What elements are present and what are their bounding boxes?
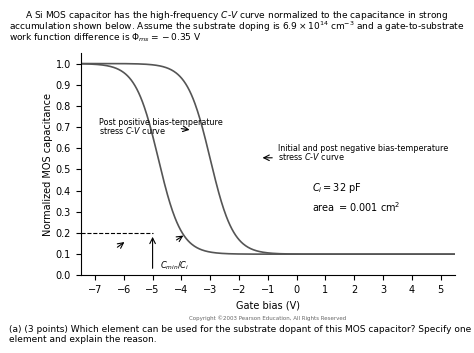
Text: work function difference is $\Phi_{ms} = -0.35$ V: work function difference is $\Phi_{ms} =… bbox=[9, 31, 202, 43]
Text: $C_i = 32$ pF: $C_i = 32$ pF bbox=[312, 181, 362, 195]
Text: Copyright ©2003 Pearson Education, All Rights Reserved: Copyright ©2003 Pearson Education, All R… bbox=[189, 315, 346, 321]
Text: $C_{min}/C_i$: $C_{min}/C_i$ bbox=[160, 260, 189, 273]
Y-axis label: Normalized MOS capacitance: Normalized MOS capacitance bbox=[43, 92, 53, 236]
X-axis label: Gate bias (V): Gate bias (V) bbox=[236, 301, 300, 311]
Text: stress $C$-$V$ curve: stress $C$-$V$ curve bbox=[278, 151, 345, 162]
Text: (a) (3 points) Which element can be used for the substrate dopant of this MOS ca: (a) (3 points) Which element can be used… bbox=[9, 325, 472, 334]
Text: area $= 0.001$ cm$^2$: area $= 0.001$ cm$^2$ bbox=[312, 200, 401, 214]
Text: Initial and post negative bias-temperature: Initial and post negative bias-temperatu… bbox=[278, 144, 448, 154]
Text: accumulation shown below. Assume the substrate doping is $6.9 \times 10^{14}$ cm: accumulation shown below. Assume the sub… bbox=[9, 19, 465, 34]
Text: Post positive bias-temperature: Post positive bias-temperature bbox=[100, 118, 223, 127]
Text: stress $C$-$V$ curve: stress $C$-$V$ curve bbox=[100, 126, 166, 137]
Text: A Si MOS capacitor has the high-frequency $C$-$V$ curve normalized to the capaci: A Si MOS capacitor has the high-frequenc… bbox=[26, 9, 448, 22]
Text: element and explain the reason.: element and explain the reason. bbox=[9, 335, 157, 344]
